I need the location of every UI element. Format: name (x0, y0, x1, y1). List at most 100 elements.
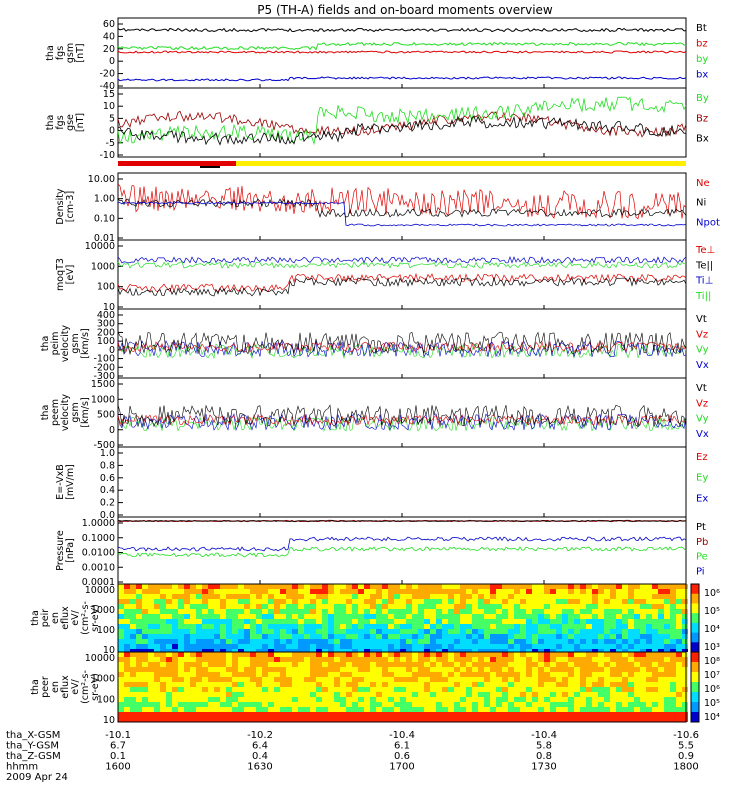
spectrogram-cell (226, 682, 232, 687)
spectrogram-cell (652, 589, 658, 594)
spectrogram-cell (676, 584, 682, 589)
spectrogram-cell (394, 614, 400, 619)
spectrogram-cell (136, 687, 142, 692)
spectrogram-cell (592, 584, 598, 589)
spectrogram-cell (358, 594, 364, 599)
spectrogram-cell (298, 589, 304, 594)
spectrogram-cell (130, 609, 136, 614)
spectrogram-cell (628, 682, 634, 687)
spectrogram-cell (616, 657, 622, 662)
spectrogram-cell (646, 662, 652, 667)
spectrogram-cell (532, 707, 538, 712)
spectrogram-cell (640, 672, 646, 677)
spectrogram-cell (322, 682, 328, 687)
spectrogram-cell (682, 652, 688, 657)
spectrogram-cell (220, 589, 226, 594)
spectrogram-cell (400, 707, 406, 712)
spectrogram-cell (130, 644, 136, 649)
spectrogram-cell (310, 584, 316, 589)
y-axis-label: peir (40, 609, 51, 628)
spectrogram-cell (436, 672, 442, 677)
spectrogram-cell (262, 652, 268, 657)
spectrogram-cell (556, 687, 562, 692)
y-tick-label: 1.0 (100, 448, 115, 459)
spectrogram-cell (262, 599, 268, 604)
spectrogram-cell (340, 707, 346, 712)
y-axis-label: [mV/m] (65, 464, 76, 500)
spectrogram-cell (346, 672, 352, 677)
spectrogram-cell (520, 662, 526, 667)
spectrogram-cell (412, 599, 418, 604)
spectrogram-cell (628, 672, 634, 677)
spectrogram-cell (502, 667, 508, 672)
spectrogram-cell (346, 702, 352, 707)
spectrogram-cell (214, 589, 220, 594)
spectrogram-cell (394, 619, 400, 624)
spectrogram-cell (352, 662, 358, 667)
spectrogram-cell (136, 702, 142, 707)
spectrogram-cell (316, 604, 322, 609)
y-tick-label: 40 (103, 31, 115, 42)
spectrogram-cell (460, 692, 466, 697)
spectrogram-cell (346, 662, 352, 667)
spectrogram-cell (364, 644, 370, 649)
spectrogram-cell (586, 707, 592, 712)
spectrogram-cell (622, 619, 628, 624)
spectrogram-cell (652, 624, 658, 629)
spectrogram-cell (160, 692, 166, 697)
spectrogram-cell (304, 717, 310, 722)
spectrogram-cell (568, 667, 574, 672)
spectrogram-cell (316, 717, 322, 722)
spectrogram-cell (412, 707, 418, 712)
spectrogram-cell (358, 609, 364, 614)
spectrogram-cell (250, 657, 256, 662)
spectrogram-cell (268, 624, 274, 629)
spectrogram-cell (604, 594, 610, 599)
spectrogram-cell (190, 697, 196, 702)
spectrogram-cell (586, 712, 592, 717)
spectrogram-cell (502, 599, 508, 604)
y-tick-label: -200 (93, 362, 115, 373)
spectrogram-cell (544, 667, 550, 672)
spectrogram-cell (676, 619, 682, 624)
spectrogram-cell (538, 667, 544, 672)
spectrogram-cell (646, 652, 652, 657)
spectrogram-cell (178, 609, 184, 614)
spectrogram-cell (580, 609, 586, 614)
spectrogram-cell (352, 697, 358, 702)
spectrogram-cell (394, 652, 400, 657)
y-tick-label: 0.1000 (82, 533, 115, 544)
spectrogram-cell (502, 712, 508, 717)
spectrogram-cell (484, 589, 490, 594)
spectrogram-cell (262, 614, 268, 619)
spectrogram-cell (250, 599, 256, 604)
spectrogram-cell (514, 717, 520, 722)
spectrogram-cell (388, 594, 394, 599)
spectrogram-cell (496, 584, 502, 589)
spectrogram-cell (340, 692, 346, 697)
spectrogram-cell (634, 614, 640, 619)
spectrogram-cell (640, 599, 646, 604)
spectrogram-cell (244, 594, 250, 599)
spectrogram-cell (316, 682, 322, 687)
spectrogram-cell (514, 614, 520, 619)
series-bx (117, 76, 687, 82)
spectrogram-cell (550, 662, 556, 667)
spectrogram-cell (280, 717, 286, 722)
spectrogram-cell (562, 644, 568, 649)
spectrogram-cell (556, 717, 562, 722)
spectrogram-cell (436, 624, 442, 629)
spectrogram-cell (340, 594, 346, 599)
spectrogram-cell (490, 652, 496, 657)
spectrogram-cell (352, 624, 358, 629)
spectrogram-cell (268, 662, 274, 667)
spectrogram-cell (496, 644, 502, 649)
spectrogram-cell (454, 717, 460, 722)
spectrogram-cell (244, 644, 250, 649)
spectrogram-cell (304, 599, 310, 604)
spectrogram-cell (280, 692, 286, 697)
spectrogram-cell (538, 624, 544, 629)
spectrogram-cell (154, 667, 160, 672)
spectrogram-cell (154, 594, 160, 599)
